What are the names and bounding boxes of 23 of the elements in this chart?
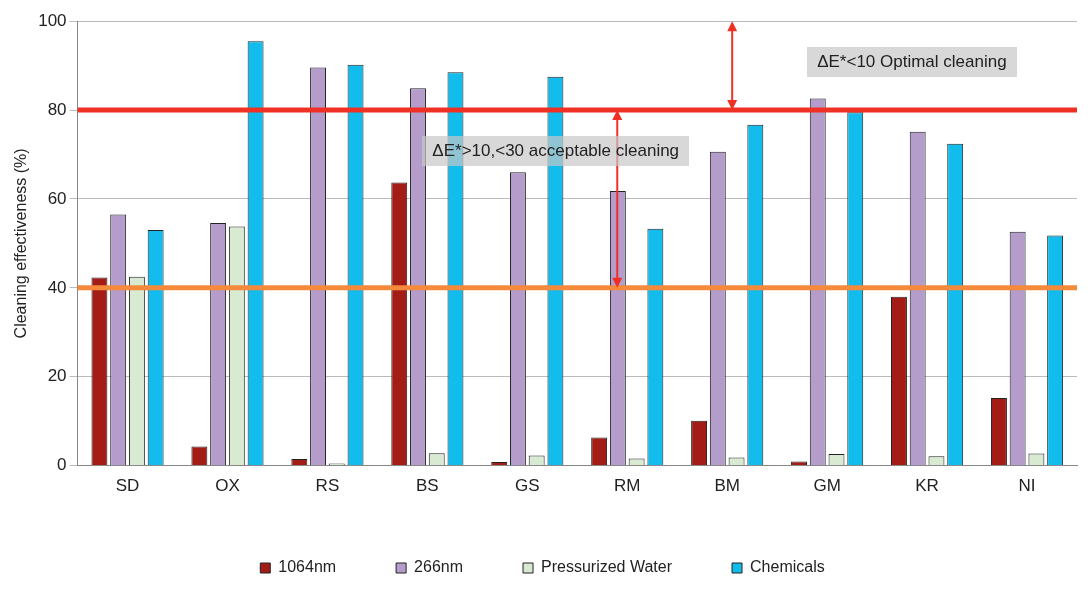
- x-tick-label: NI: [1018, 476, 1036, 496]
- x-tick-label: SD: [115, 476, 140, 496]
- y-tick-label: 80: [47, 99, 67, 119]
- y-tick-label: 100: [38, 10, 67, 30]
- x-tick-label: GS: [515, 476, 540, 496]
- annotation: ΔE*<10 Optimal cleaning: [807, 47, 1017, 78]
- legend-label: 1064nm: [278, 558, 337, 576]
- y-tick-label: 20: [47, 366, 67, 386]
- y-tick-label: 0: [57, 455, 67, 475]
- annotation: ΔE*>10,<30 acceptable cleaning: [422, 136, 690, 167]
- y-tick-label: 40: [47, 277, 67, 297]
- y-axis-title: Cleaning effectiveness (%): [12, 148, 30, 339]
- x-tick-label: BM: [714, 476, 740, 496]
- x-tick-label: OX: [215, 476, 240, 496]
- x-tick-label: GM: [813, 476, 841, 496]
- x-tick-label: RM: [614, 476, 641, 496]
- legend-label: Chemicals: [750, 558, 825, 576]
- legend-label: 266nm: [414, 558, 464, 576]
- x-tick-label: RS: [315, 476, 340, 496]
- x-tick-label: KR: [915, 476, 939, 496]
- x-tick-label: BS: [416, 476, 439, 496]
- y-tick-label: 60: [47, 188, 67, 208]
- legend-label: Pressurized Water: [541, 558, 673, 576]
